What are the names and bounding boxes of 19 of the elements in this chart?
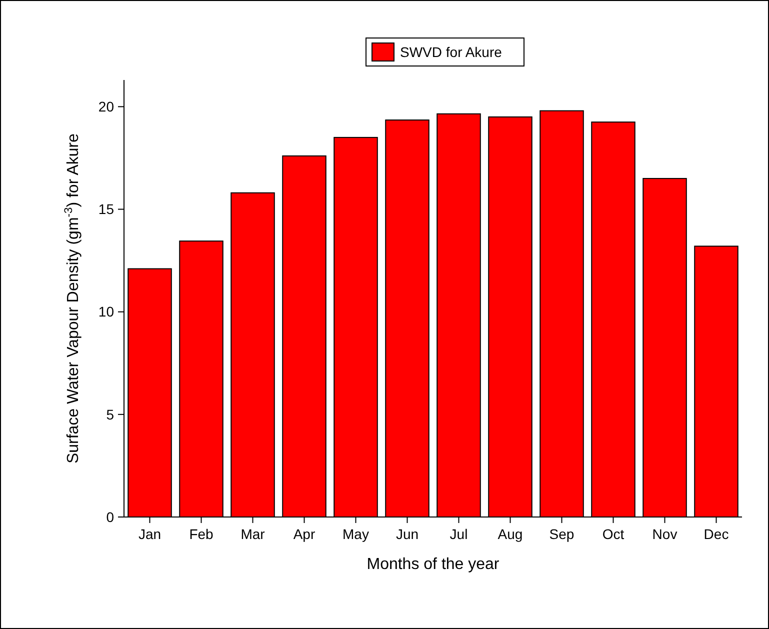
x-tick-label: May (342, 526, 369, 542)
x-tick-label: Jan (138, 526, 162, 542)
x-tick-label: Dec (704, 526, 729, 542)
y-tick-label: 5 (106, 406, 114, 422)
y-tick-label: 20 (98, 98, 114, 115)
x-tick-label: Jun (396, 526, 419, 542)
x-tick-label: Apr (293, 526, 316, 542)
x-tick-label: Aug (498, 526, 523, 542)
x-tick-label: Feb (189, 526, 214, 542)
x-axis-title: Months of the year (366, 556, 500, 573)
x-tick-label: Jul (450, 526, 468, 542)
y-tick-label: 10 (98, 304, 114, 320)
x-tick-label: Nov (652, 526, 678, 542)
y-tick-label: 15 (98, 201, 114, 218)
legend-label: SWVD for Akure (400, 44, 502, 60)
x-tick-label: Mar (240, 526, 266, 542)
x-tick-label: Sep (549, 526, 574, 542)
y-tick-label: 0 (106, 508, 114, 525)
x-tick-label: Oct (602, 526, 624, 542)
